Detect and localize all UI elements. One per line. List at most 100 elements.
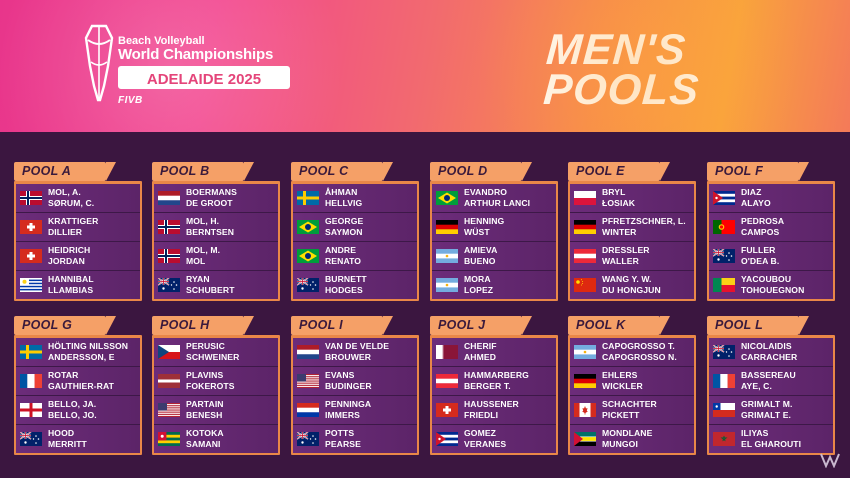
- player-1-name: YACOUBOU: [741, 274, 792, 284]
- team-row: MOL, M. MOL: [154, 242, 278, 271]
- flag-eng-icon: [20, 403, 42, 417]
- team-names: HENNING WÜST: [464, 216, 504, 238]
- team-row: MONDLANE MUNGOI: [570, 425, 694, 453]
- pool-team-list: BRYL ŁOSIAK PFRETZSCHNER, L. WINTER DRES…: [568, 181, 696, 301]
- pool-card: POOL A MOL, A. SØRUM, C. KRATTIGER DILLI…: [14, 162, 142, 301]
- team-names: VAN DE VELDE BROUWER: [325, 341, 389, 363]
- title-line-2: POOLS: [541, 66, 701, 114]
- player-2-name: SAMANI: [186, 439, 221, 449]
- team-names: PERUSIC SCHWEINER: [186, 341, 239, 363]
- flag-chn-icon: [574, 278, 596, 292]
- team-row: ILIYAS EL GHAROUTI: [709, 425, 833, 453]
- team-names: HANNIBAL LLAMBIAS: [48, 274, 94, 296]
- pool-team-list: PERUSIC SCHWEINER PLAVINS FOKEROTS PARTA…: [152, 335, 280, 455]
- player-2-name: GAUTHIER-RAT: [48, 381, 114, 391]
- player-2-name: ŁOSIAK: [602, 198, 636, 208]
- team-row: KRATTIGER DILLIER: [16, 213, 140, 242]
- pool-label: POOL A: [14, 162, 116, 181]
- pool-card: POOL J CHERIF AHMED HAMMARBERG BERGER T.…: [430, 316, 558, 455]
- pool-header: POOL G: [14, 316, 142, 335]
- player-2-name: CARRACHER: [741, 352, 798, 362]
- player-2-name: LOPEZ: [464, 285, 494, 295]
- player-1-name: HAMMARBERG: [464, 370, 529, 380]
- pool-header: POOL H: [152, 316, 280, 335]
- team-row: YACOUBOU TOHOUEGNON: [709, 271, 833, 299]
- player-1-name: SCHACHTER: [602, 399, 657, 409]
- team-row: PARTAIN BENESH: [154, 396, 278, 425]
- team-names: PFRETZSCHNER, L. WINTER: [602, 216, 686, 238]
- player-1-name: BELLO, JA.: [48, 399, 97, 409]
- team-names: BURNETT HODGES: [325, 274, 367, 296]
- team-row: PEDROSA CAMPOS: [709, 213, 833, 242]
- player-1-name: PLAVINS: [186, 370, 224, 380]
- flag-aut-icon: [436, 374, 458, 388]
- player-1-name: NICOLAIDIS: [741, 341, 792, 351]
- player-1-name: EVANDRO: [464, 187, 508, 197]
- flag-aus-icon: [20, 432, 42, 446]
- pool-header: POOL B: [152, 162, 280, 181]
- player-2-name: PICKETT: [602, 410, 640, 420]
- team-names: FULLER O'DEA B.: [741, 245, 779, 267]
- player-1-name: BASSEREAU: [741, 370, 796, 380]
- team-names: WANG Y. W. DU HONGJUN: [602, 274, 661, 296]
- team-row: SCHACHTER PICKETT: [570, 396, 694, 425]
- team-row: WANG Y. W. DU HONGJUN: [570, 271, 694, 299]
- event-subtitle: Beach Volleyball: [118, 35, 205, 47]
- player-1-name: PENNINGA: [325, 399, 372, 409]
- pool-header: POOL D: [430, 162, 558, 181]
- pool-label: POOL F: [707, 162, 809, 181]
- team-names: PENNINGA IMMERS: [325, 399, 371, 421]
- team-row: CHERIF AHMED: [432, 338, 556, 367]
- team-row: MOL, H. BERNTSEN: [154, 213, 278, 242]
- pool-header: POOL A: [14, 162, 142, 181]
- flag-usa-icon: [297, 374, 319, 388]
- player-1-name: PEDROSA: [741, 216, 785, 226]
- player-1-name: CAPOGROSSO T.: [602, 341, 675, 351]
- team-row: PFRETZSCHNER, L. WINTER: [570, 213, 694, 242]
- player-1-name: PERUSIC: [186, 341, 225, 351]
- team-names: ROTAR GAUTHIER-RAT: [48, 370, 114, 392]
- team-names: GOMEZ VERANES: [464, 428, 506, 450]
- team-row: EVANDRO ARTHUR LANCI: [432, 184, 556, 213]
- team-row: HAMMARBERG BERGER T.: [432, 367, 556, 396]
- flag-swe-icon: [20, 345, 42, 359]
- pool-team-list: DIAZ ALAYO PEDROSA CAMPOS FULLER O'DEA B…: [707, 181, 835, 301]
- player-2-name: WÜST: [464, 227, 490, 237]
- flag-qat-icon: [436, 345, 458, 359]
- player-1-name: HENNING: [464, 216, 505, 226]
- championship-trophy-icon: [84, 24, 114, 102]
- flag-nor-icon: [158, 249, 180, 263]
- player-1-name: HAUSSENER: [464, 399, 519, 409]
- player-2-name: GRIMALT E.: [741, 410, 792, 420]
- team-row: NICOLAIDIS CARRACHER: [709, 338, 833, 367]
- flag-moz-icon: [574, 432, 596, 446]
- pool-team-list: ÅHMAN HELLVIG GEORGE SAYMON ANDRE RENATO…: [291, 181, 419, 301]
- player-1-name: ROTAR: [48, 370, 79, 380]
- flag-aus-icon: [158, 278, 180, 292]
- flag-ben-icon: [713, 278, 735, 292]
- player-2-name: SØRUM, C.: [48, 198, 95, 208]
- player-2-name: CAPOGROSSO N.: [602, 352, 677, 362]
- team-names: BASSEREAU AYE, C.: [741, 370, 796, 392]
- pool-card: POOL H PERUSIC SCHWEINER PLAVINS FOKEROT…: [152, 316, 280, 455]
- pool-team-list: BOERMANS DE GROOT MOL, H. BERNTSEN MOL, …: [152, 181, 280, 301]
- team-names: ILIYAS EL GHAROUTI: [741, 428, 801, 450]
- pool-label: POOL J: [430, 316, 532, 335]
- player-2-name: WICKLER: [602, 381, 643, 391]
- team-names: DIAZ ALAYO: [741, 187, 771, 209]
- pool-team-list: MOL, A. SØRUM, C. KRATTIGER DILLIER HEID…: [14, 181, 142, 301]
- player-1-name: ÅHMAN: [325, 187, 358, 197]
- flag-ger-icon: [436, 220, 458, 234]
- player-1-name: VAN DE VELDE: [325, 341, 390, 351]
- event-title: World Championships: [118, 46, 274, 63]
- flag-sui-icon: [436, 403, 458, 417]
- player-2-name: LLAMBIAS: [48, 285, 94, 295]
- pool-label: POOL L: [707, 316, 809, 335]
- team-names: DRESSLER WALLER: [602, 245, 650, 267]
- team-names: AMIEVA BUENO: [464, 245, 497, 267]
- player-2-name: JORDAN: [48, 256, 85, 266]
- team-names: PLAVINS FOKEROTS: [186, 370, 235, 392]
- team-names: YACOUBOU TOHOUEGNON: [741, 274, 804, 296]
- player-1-name: WANG Y. W.: [602, 274, 652, 284]
- pool-header: POOL J: [430, 316, 558, 335]
